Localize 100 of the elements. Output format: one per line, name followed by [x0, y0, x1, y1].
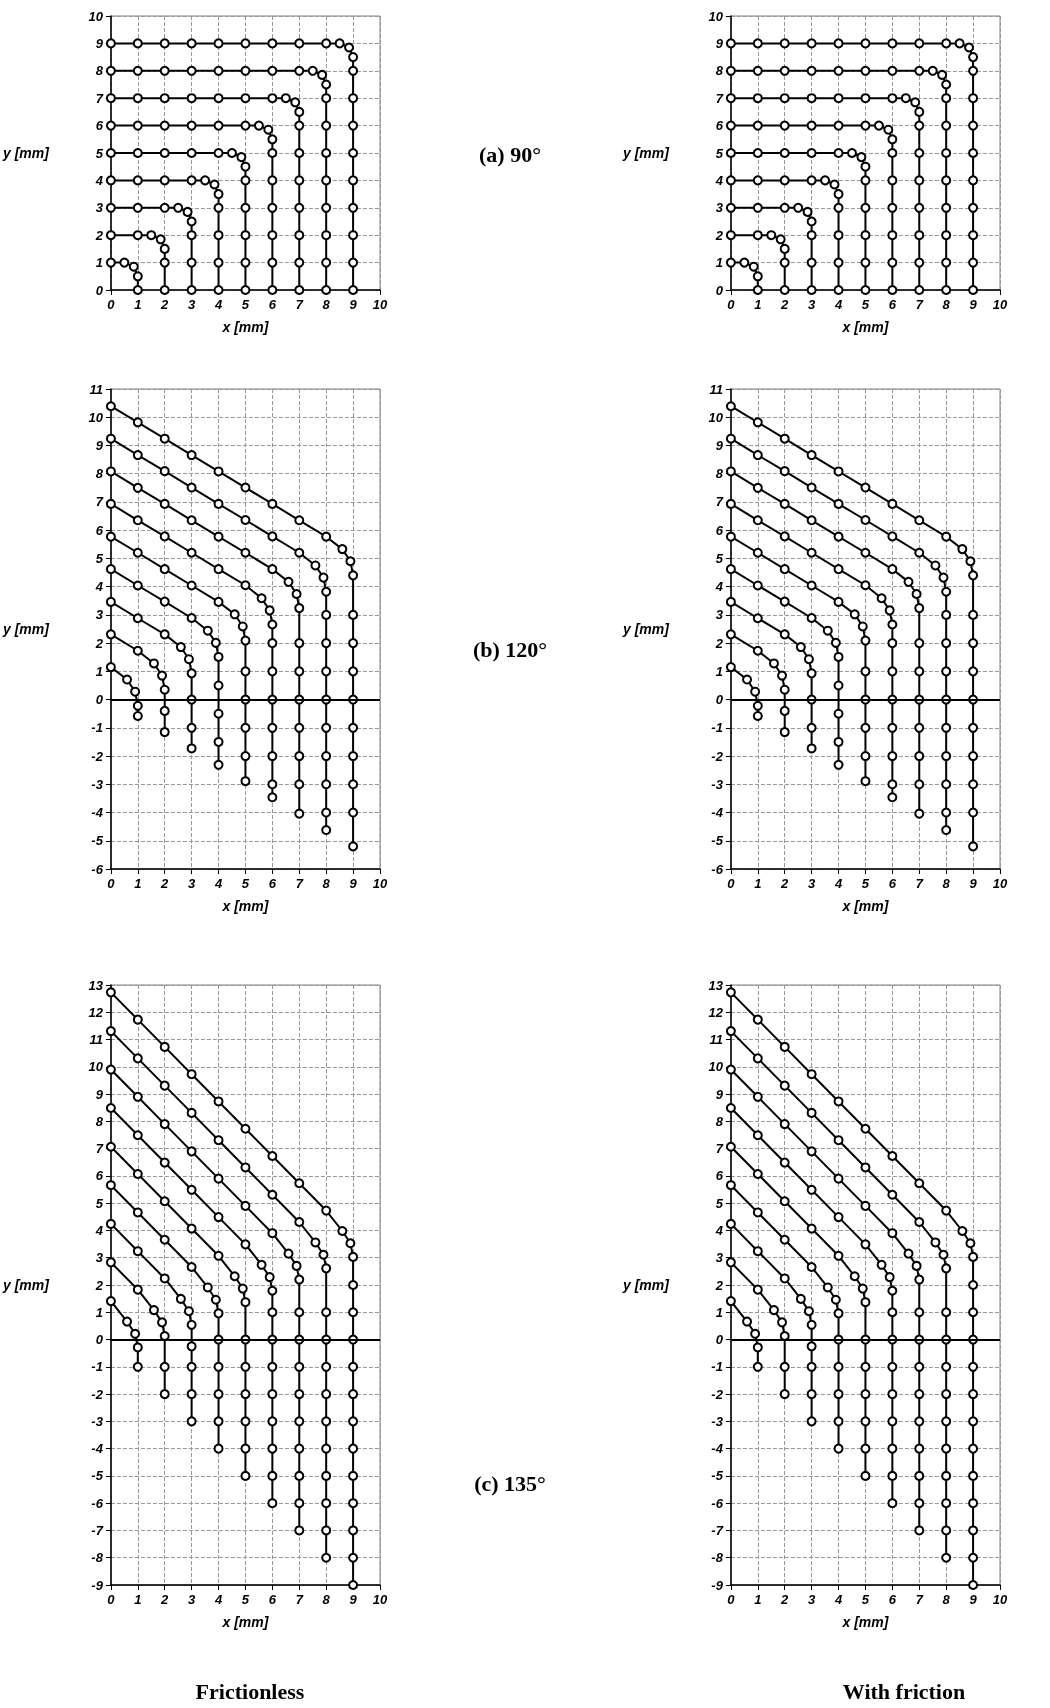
point	[213, 651, 224, 662]
y-tick-label: 7	[715, 90, 724, 106]
point	[321, 609, 332, 620]
point	[941, 148, 952, 158]
point	[752, 1053, 763, 1064]
point	[186, 175, 197, 186]
point	[914, 257, 925, 268]
point	[860, 1239, 871, 1250]
point	[806, 515, 817, 526]
point	[941, 722, 952, 733]
point	[914, 603, 925, 614]
point	[914, 202, 925, 213]
x-tick-label: 2	[160, 1592, 170, 1607]
x-tick-label: 0	[727, 1592, 736, 1607]
point	[830, 637, 841, 648]
point	[240, 1470, 251, 1481]
x-tick-label: 1	[134, 1592, 142, 1607]
y-tick-label: -2	[91, 748, 104, 764]
point	[860, 1389, 871, 1400]
point	[213, 65, 224, 76]
point	[795, 1293, 806, 1304]
point	[887, 564, 898, 575]
point	[294, 202, 305, 213]
point	[941, 1552, 952, 1563]
point	[321, 1416, 332, 1427]
point	[159, 629, 170, 640]
point	[968, 1361, 979, 1372]
point	[752, 285, 763, 295]
point	[779, 175, 790, 186]
point	[914, 38, 925, 49]
point	[155, 234, 166, 245]
point	[914, 1470, 925, 1481]
point	[968, 93, 979, 104]
point	[873, 120, 884, 131]
point	[725, 93, 736, 104]
point	[186, 148, 197, 158]
point	[968, 120, 979, 131]
point	[348, 1280, 359, 1290]
point	[213, 257, 224, 268]
point	[267, 257, 278, 268]
y-tick-label: 0	[95, 1332, 104, 1348]
point	[186, 1107, 197, 1118]
point	[941, 120, 952, 131]
point	[240, 93, 251, 104]
point	[941, 175, 952, 186]
point	[914, 808, 925, 819]
x-tick-label: 5	[241, 1592, 250, 1607]
x-tick-label: 1	[754, 297, 762, 312]
point	[725, 1257, 736, 1268]
point	[267, 230, 278, 241]
point	[914, 1274, 925, 1285]
point	[779, 629, 790, 640]
point	[267, 779, 278, 790]
point	[240, 257, 251, 268]
point	[348, 1552, 359, 1563]
y-tick-label: 3	[95, 1250, 104, 1266]
point	[860, 175, 871, 186]
point	[267, 1307, 278, 1318]
point	[348, 1389, 359, 1400]
point	[860, 751, 871, 762]
point	[294, 1416, 305, 1427]
point	[779, 93, 790, 104]
x-axis-title: x [mm]	[841, 319, 890, 335]
point	[887, 792, 898, 803]
point	[159, 1080, 170, 1091]
x-tick-label: 0	[727, 876, 736, 891]
y-tick-label: 2	[714, 227, 724, 243]
point	[752, 515, 763, 526]
y-tick-label: -2	[91, 1386, 104, 1402]
point	[930, 1237, 941, 1248]
y-tick-label: 9	[715, 35, 724, 51]
point	[186, 450, 197, 461]
point	[240, 580, 251, 591]
point	[833, 230, 844, 241]
point	[267, 1151, 278, 1161]
point	[968, 1470, 979, 1481]
point	[213, 1361, 224, 1372]
point	[294, 1443, 305, 1454]
point	[132, 93, 143, 104]
point	[914, 638, 925, 649]
point	[860, 1297, 871, 1308]
y-tick-label: 6	[715, 118, 724, 134]
y-tick-label: 10	[88, 8, 104, 24]
point	[968, 1416, 979, 1427]
x-tick-label: 7	[295, 297, 304, 312]
y-tick-label: 6	[95, 118, 104, 134]
point	[213, 285, 224, 295]
point	[914, 751, 925, 762]
point	[186, 1146, 197, 1157]
point	[941, 257, 952, 268]
point	[777, 670, 788, 681]
point	[237, 1283, 248, 1294]
point	[768, 1305, 779, 1316]
point	[240, 635, 251, 646]
point	[779, 257, 790, 268]
point	[725, 987, 736, 998]
point	[294, 285, 305, 295]
y-tick-label: 4	[94, 172, 104, 188]
point	[159, 1157, 170, 1168]
point	[725, 1141, 736, 1152]
